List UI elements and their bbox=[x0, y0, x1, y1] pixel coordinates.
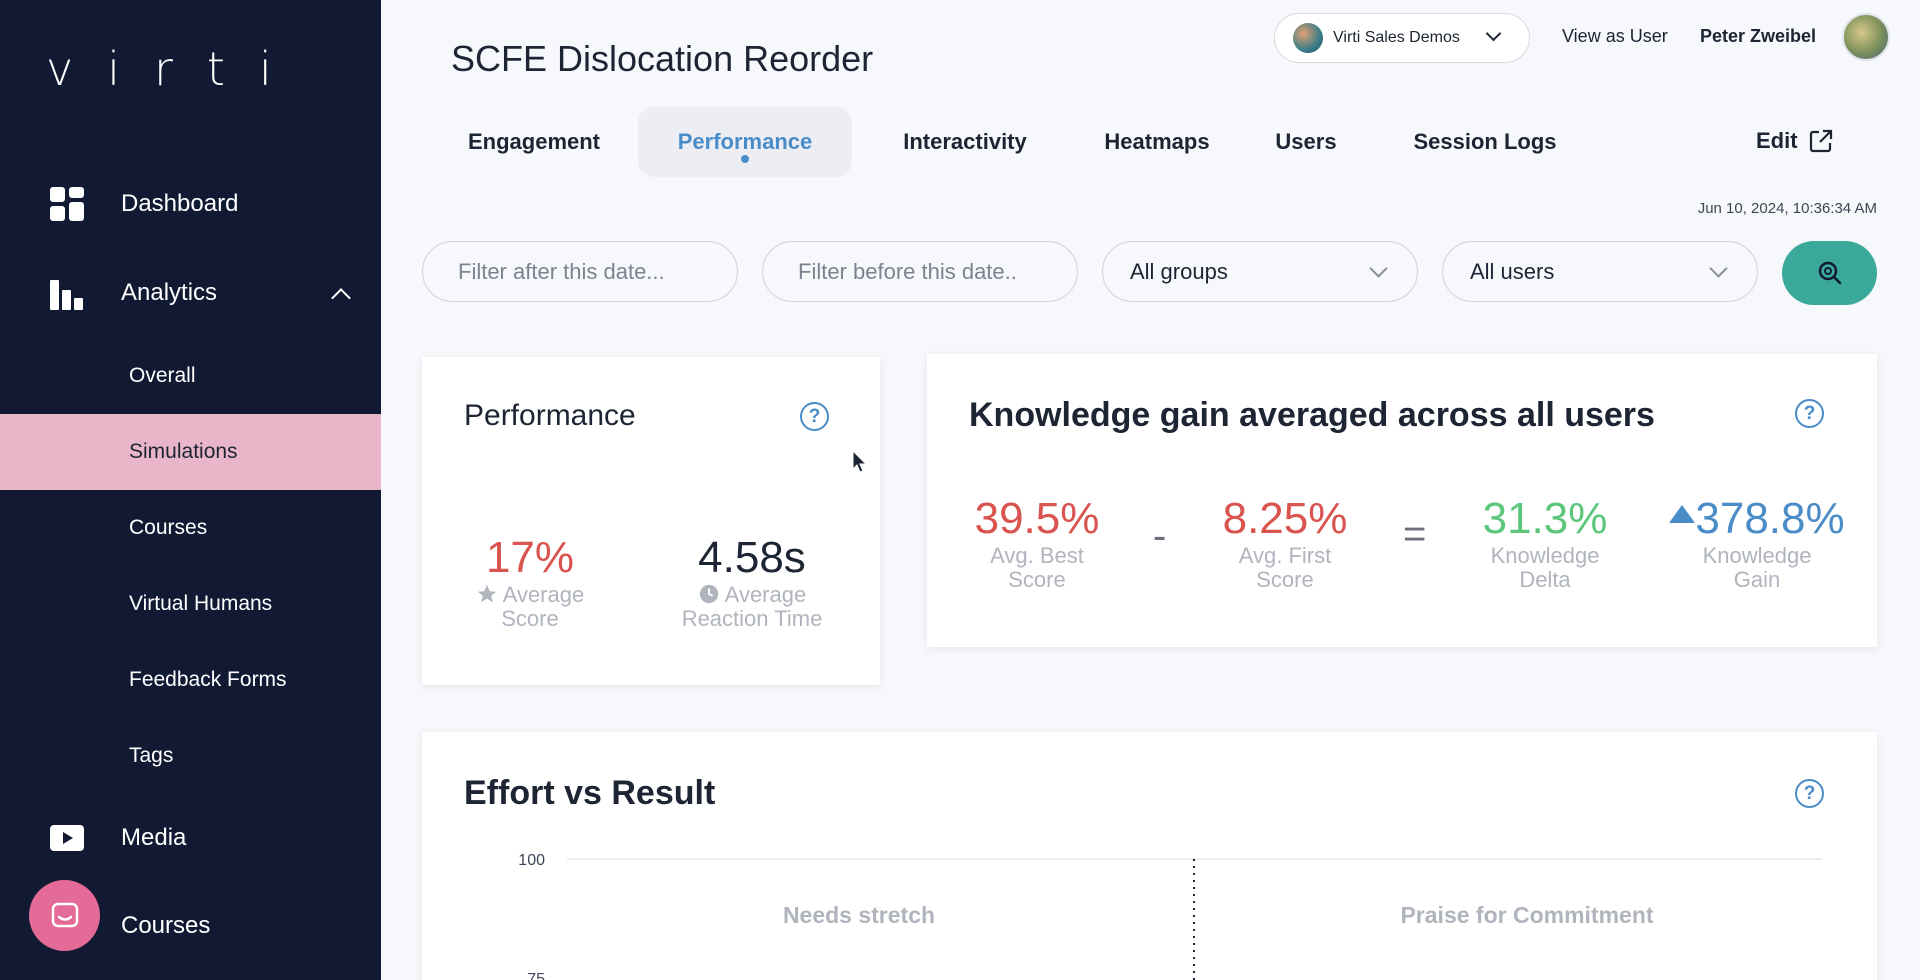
tab-performance[interactable]: Performance bbox=[638, 107, 852, 177]
chevron-down-icon bbox=[1485, 25, 1502, 42]
effort-vs-result-card: Effort vs Result ? 100 75 Needs stretch … bbox=[422, 732, 1877, 980]
sidebar-item-label: Dashboard bbox=[121, 190, 239, 217]
user-name[interactable]: Peter Zweibel bbox=[1700, 26, 1817, 46]
average-reaction-label: Average Reaction Time bbox=[681, 582, 823, 631]
analytics-icon bbox=[50, 280, 83, 310]
org-select-label: Virti Sales Demos bbox=[1333, 29, 1460, 46]
quadrant-label: Needs stretch bbox=[783, 902, 935, 928]
search-icon bbox=[1818, 261, 1841, 285]
average-reaction-value: 4.58s bbox=[698, 533, 806, 582]
external-link-icon bbox=[1809, 129, 1832, 153]
tab-users[interactable]: Users bbox=[1275, 129, 1337, 154]
equals-operator: = bbox=[1403, 512, 1427, 556]
filter-before-date-input[interactable]: Filter before this date.. bbox=[762, 241, 1078, 302]
tab-label: Performance bbox=[677, 129, 813, 154]
avg-best-score-label: Avg. Best Score bbox=[990, 543, 1084, 592]
chevron-down-icon bbox=[1369, 259, 1388, 278]
groups-select[interactable]: All groups bbox=[1102, 241, 1418, 302]
performance-card: Performance ? 17% Average Score 4.58s Av… bbox=[422, 357, 880, 685]
mouse-cursor-icon bbox=[852, 450, 868, 473]
sidebar: virti Dashboard Analytics Overall Simula… bbox=[0, 0, 381, 980]
edit-button[interactable]: Edit bbox=[1756, 128, 1834, 154]
effort-vs-result-chart: 100 75 Needs stretch Praise for Commitme… bbox=[518, 852, 1822, 980]
sidebar-item-simulations[interactable]: Simulations bbox=[0, 414, 381, 490]
sidebar-item-feedback-forms[interactable]: Feedback Forms bbox=[0, 642, 381, 718]
avg-first-score-label: Avg. First Score bbox=[1238, 543, 1332, 592]
sidebar-item-label: Analytics bbox=[121, 279, 218, 306]
tab-engagement[interactable]: Engagement bbox=[467, 129, 601, 154]
quadrant-label: Praise for Commitment bbox=[1400, 902, 1653, 928]
sidebar-item-label: Media bbox=[121, 824, 187, 851]
users-select[interactable]: All users bbox=[1442, 241, 1758, 302]
star-icon bbox=[477, 584, 496, 603]
sidebar-item-courses-main[interactable]: Courses bbox=[0, 891, 381, 961]
sidebar-item-label: Overall bbox=[129, 364, 196, 387]
average-score-value: 17% bbox=[485, 533, 575, 582]
knowledge-gain-label: Knowledge Gain bbox=[1702, 543, 1812, 592]
edit-label: Edit bbox=[1756, 128, 1798, 153]
sidebar-item-label: Courses bbox=[121, 912, 211, 939]
help-icon[interactable]: ? bbox=[800, 402, 829, 431]
y-tick-label: 100 bbox=[518, 852, 545, 869]
tab-interactivity[interactable]: Interactivity bbox=[903, 129, 1027, 154]
search-button[interactable] bbox=[1782, 241, 1877, 305]
clock-icon bbox=[699, 584, 718, 604]
performance-card-title: Performance bbox=[464, 399, 636, 432]
knowledge-card-title: Knowledge gain averaged across all users bbox=[969, 396, 1655, 434]
sidebar-item-tags[interactable]: Tags bbox=[0, 718, 381, 794]
sidebar-item-virtual-humans[interactable]: Virtual Humans bbox=[0, 566, 381, 642]
dashboard-icon bbox=[50, 187, 84, 221]
avg-first-score-stat: 8.25% Avg. First Score bbox=[1210, 494, 1360, 592]
sidebar-item-courses[interactable]: Courses bbox=[0, 490, 381, 566]
view-as-user-link[interactable]: View as User bbox=[1562, 26, 1668, 46]
help-icon[interactable]: ? bbox=[1795, 399, 1824, 428]
media-icon bbox=[50, 825, 84, 851]
sidebar-item-label: Simulations bbox=[129, 440, 238, 463]
sidebar-item-dashboard[interactable]: Dashboard bbox=[0, 169, 381, 239]
filter-after-date-input[interactable]: Filter after this date... bbox=[422, 241, 738, 302]
sidebar-item-label: Tags bbox=[129, 744, 174, 767]
knowledge-gain-value: 378.8% bbox=[1657, 494, 1857, 544]
org-select[interactable]: Virti Sales Demos bbox=[1274, 13, 1530, 63]
sidebar-item-label: Virtual Humans bbox=[129, 592, 273, 615]
page-title: SCFE Dislocation Reorder bbox=[451, 38, 874, 79]
minus-operator: - bbox=[1153, 514, 1167, 558]
triangle-up-icon bbox=[1669, 505, 1696, 523]
knowledge-gain-stat: 378.8% Knowledge Gain bbox=[1657, 494, 1857, 592]
knowledge-gain-card: Knowledge gain averaged across all users… bbox=[927, 354, 1877, 647]
sidebar-item-label: Courses bbox=[129, 516, 208, 539]
effort-card-title: Effort vs Result bbox=[464, 774, 716, 812]
avg-first-score-value: 8.25% bbox=[1222, 494, 1348, 543]
sidebar-item-analytics[interactable]: Analytics bbox=[0, 258, 381, 328]
y-tick-label: 75 bbox=[527, 971, 545, 980]
virti-logo: virti bbox=[46, 42, 306, 96]
sidebar-item-media[interactable]: Media bbox=[0, 803, 381, 873]
average-reaction-stat: 4.58s Average Reaction Time bbox=[652, 533, 852, 631]
tab-heatmaps[interactable]: Heatmaps bbox=[1104, 129, 1210, 154]
chat-icon bbox=[51, 902, 78, 927]
chevron-up-icon[interactable] bbox=[331, 288, 351, 308]
knowledge-delta-value: 31.3% bbox=[1482, 494, 1608, 543]
knowledge-delta-label: Knowledge Delta bbox=[1490, 543, 1600, 592]
chevron-down-icon bbox=[1709, 259, 1728, 278]
average-score-label: Average Score bbox=[460, 583, 600, 631]
help-icon[interactable]: ? bbox=[1795, 779, 1824, 808]
average-score-stat: 17% Average Score bbox=[460, 533, 600, 631]
tab-session-logs[interactable]: Session Logs bbox=[1413, 129, 1557, 154]
avatar[interactable] bbox=[1842, 13, 1890, 61]
sidebar-item-overall[interactable]: Overall bbox=[0, 338, 381, 414]
groups-select-value: All groups bbox=[1130, 258, 1228, 284]
sidebar-item-label: Feedback Forms bbox=[129, 668, 287, 691]
chat-launcher-button[interactable] bbox=[29, 880, 100, 951]
avg-best-score-value: 39.5% bbox=[974, 494, 1100, 543]
users-select-value: All users bbox=[1470, 258, 1555, 284]
knowledge-delta-stat: 31.3% Knowledge Delta bbox=[1470, 494, 1620, 592]
last-updated-timestamp: Jun 10, 2024, 10:36:34 AM bbox=[1697, 200, 1877, 217]
org-avatar bbox=[1293, 23, 1323, 53]
active-tab-indicator bbox=[741, 155, 749, 163]
avg-best-score-stat: 39.5% Avg. Best Score bbox=[962, 494, 1112, 592]
